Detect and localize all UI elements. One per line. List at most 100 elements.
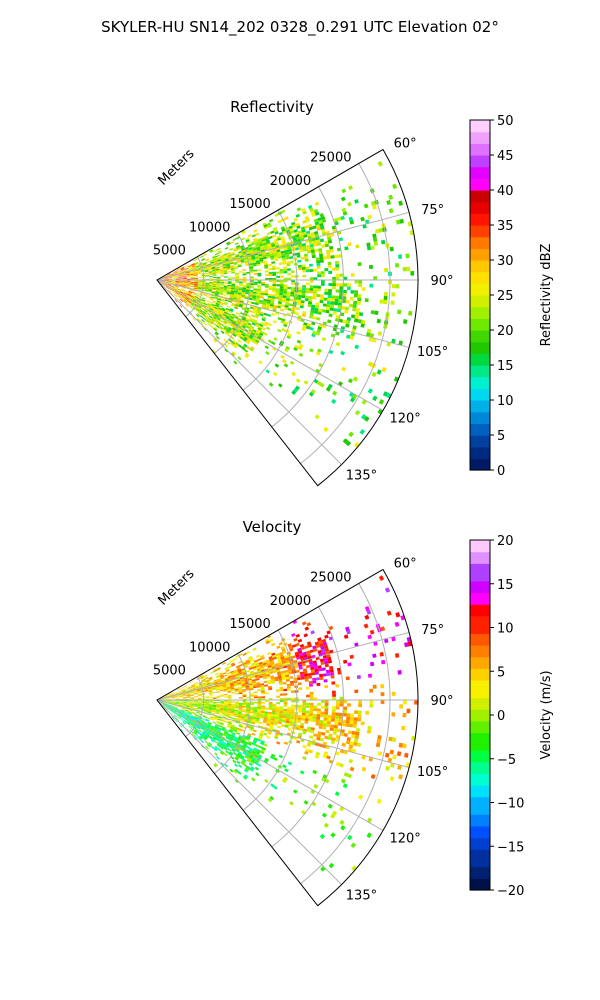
radar-gate: [251, 242, 256, 246]
radar-gate: [228, 665, 232, 669]
radar-gate: [194, 703, 198, 705]
radar-gate: [305, 290, 310, 294]
radar-gate: [186, 295, 191, 298]
radar-gate: [235, 732, 240, 735]
radar-gate: [191, 264, 196, 267]
radar-gate: [354, 689, 359, 694]
radar-gate: [233, 717, 237, 720]
radar-gate: [215, 254, 220, 258]
radar-gate: [283, 288, 288, 292]
radar-gate: [188, 687, 193, 690]
radar-gate: [162, 284, 166, 287]
radar-gate: [250, 281, 254, 284]
radar-gate: [186, 692, 190, 694]
radar-gate: [209, 298, 214, 301]
radar-gate: [183, 299, 188, 303]
radar-gate: [194, 282, 198, 284]
radar-gate: [187, 712, 192, 715]
radar-gate: [230, 686, 235, 689]
radar-gate: [167, 273, 171, 276]
radar-gate: [342, 293, 347, 297]
radar-gate: [163, 284, 166, 287]
radar-gate: [323, 644, 329, 649]
radar-gate: [283, 247, 288, 251]
radar-gate: [190, 278, 195, 280]
radar-gate: [366, 832, 372, 839]
radar-gate: [178, 285, 183, 287]
radar-gate: [233, 669, 238, 672]
radar-gate: [261, 304, 266, 308]
radar-gate: [231, 674, 236, 678]
radar-gate: [237, 682, 242, 685]
radar-gate: [170, 706, 174, 709]
radar-gate: [316, 682, 321, 686]
radar-gate: [360, 323, 365, 328]
radar-gate: [266, 222, 271, 227]
radar-gate: [227, 253, 231, 256]
radar-gate: [270, 677, 275, 680]
radar-gate: [290, 221, 296, 226]
radar-gate: [240, 679, 245, 683]
radar-gate: [264, 692, 269, 695]
radar-gate: [299, 235, 304, 239]
radar-gate: [182, 695, 187, 697]
radar-gate: [174, 713, 179, 716]
radar-gate: [241, 713, 246, 716]
radar-gate: [204, 315, 208, 319]
radar-gate: [391, 338, 396, 344]
radar-gate: [308, 301, 313, 305]
radar-gate: [212, 736, 217, 740]
radar-gate: [195, 684, 200, 687]
radar-gate: [357, 294, 362, 298]
radar-gate: [221, 307, 226, 311]
radar-gate: [235, 304, 239, 307]
radar-gate: [283, 268, 288, 272]
radar-gate: [235, 742, 240, 746]
radar-gate: [306, 653, 312, 657]
radar-gate: [186, 273, 190, 275]
radar-gate: [190, 281, 195, 283]
colorbar-swatch: [470, 435, 490, 442]
radar-gate: [214, 681, 218, 684]
radar-gate: [219, 288, 224, 291]
radar-gate: [284, 724, 289, 728]
radar-gate: [199, 674, 204, 678]
radar-gate: [316, 329, 321, 333]
radar-gate: [244, 679, 249, 682]
radar-gate: [383, 291, 388, 297]
radar-gate: [164, 701, 169, 702]
radar-gate: [166, 706, 170, 709]
radar-gate: [168, 698, 172, 700]
radar-gate: [320, 661, 325, 666]
radar-gate: [183, 281, 187, 283]
radar-gate: [293, 387, 298, 393]
radar-gate: [379, 651, 384, 657]
radar-gate: [244, 328, 249, 333]
radar-gate: [192, 299, 197, 302]
radar-gate: [260, 290, 265, 294]
colorbar-swatch: [470, 825, 490, 833]
radar-gate: [194, 681, 199, 684]
radar-gate: [268, 702, 273, 704]
radar-gate: [252, 740, 257, 744]
radar-gate: [219, 269, 224, 272]
radar-gate: [232, 658, 237, 662]
radar-gate: [163, 702, 168, 705]
radar-gate: [189, 717, 194, 720]
radar-gate: [197, 692, 202, 694]
range-tick-label: 15000: [229, 197, 270, 212]
colorbar-tick-label: 20: [497, 534, 514, 549]
radar-gate: [191, 302, 195, 305]
radar-gate: [197, 306, 201, 310]
radar-gate: [270, 753, 276, 758]
radar-gate: [312, 680, 317, 684]
radar-gate: [179, 280, 184, 282]
radar-gate: [374, 310, 379, 315]
radar-gate: [167, 695, 172, 697]
radar-gate: [193, 707, 198, 710]
radar-gate: [217, 728, 222, 732]
radar-gate: [266, 313, 272, 317]
radar-gate: [208, 693, 213, 695]
radar-gate: [209, 701, 213, 703]
radar-gate: [354, 315, 359, 320]
